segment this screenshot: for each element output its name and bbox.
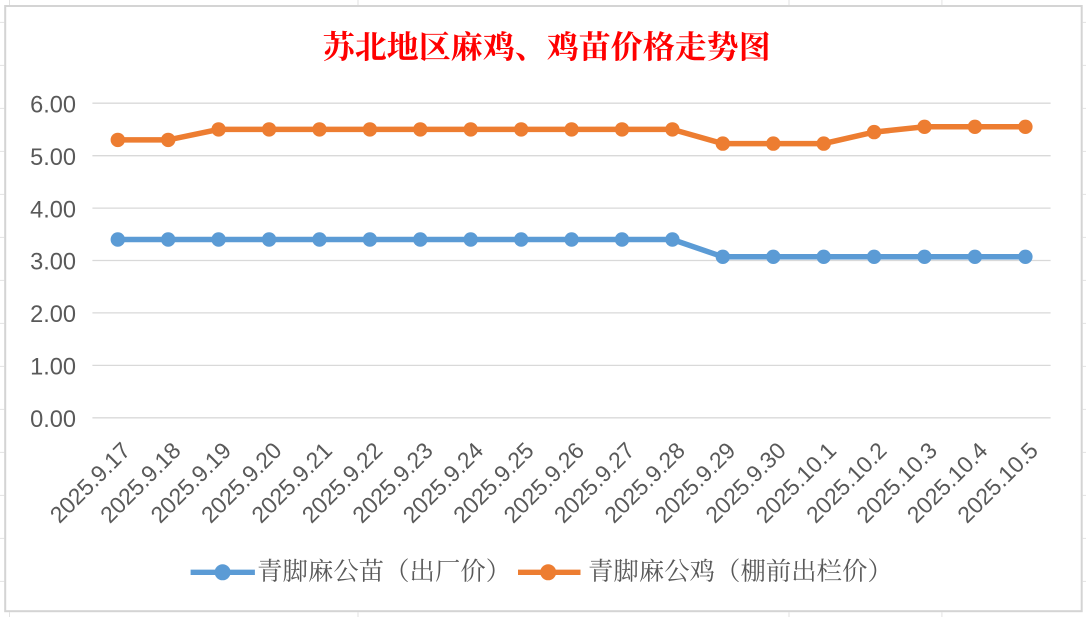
svg-text:1.00: 1.00 — [30, 355, 76, 381]
svg-text:5.00: 5.00 — [30, 145, 76, 171]
svg-text:3.00: 3.00 — [30, 250, 76, 276]
svg-text:4.00: 4.00 — [30, 197, 76, 223]
svg-text:0.00: 0.00 — [30, 407, 76, 433]
svg-text:2.00: 2.00 — [30, 302, 76, 328]
svg-text:6.00: 6.00 — [30, 92, 76, 118]
